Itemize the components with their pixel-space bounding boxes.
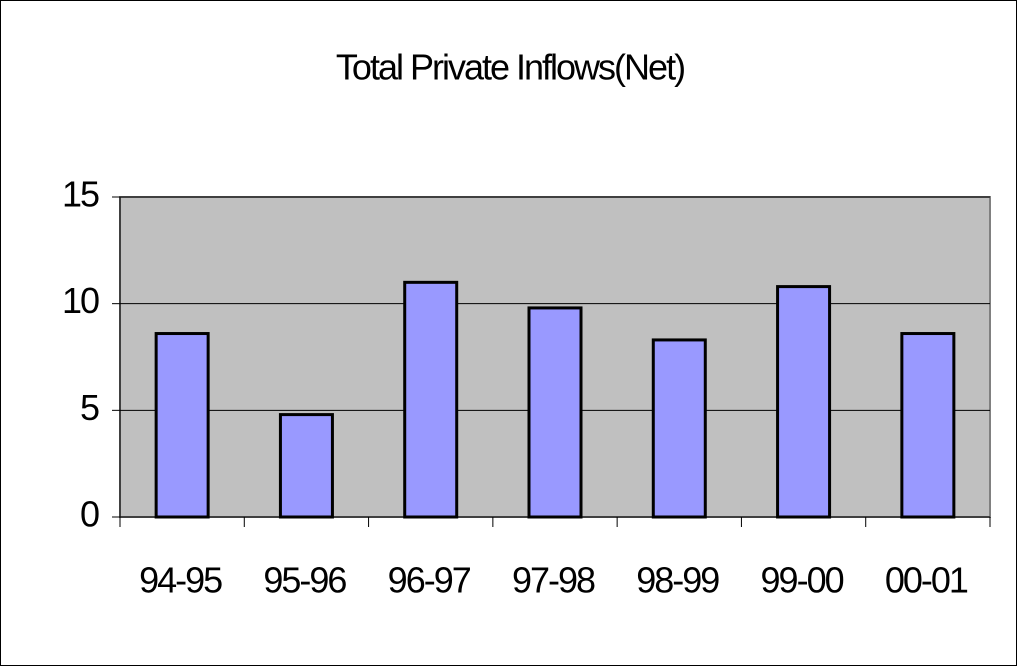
- x-tick-label: 95-96: [263, 560, 346, 601]
- chart-title: Total Private Inflows(Net): [336, 47, 684, 88]
- bar: [900, 332, 956, 519]
- bar: [278, 413, 334, 519]
- bar: [776, 285, 832, 519]
- bar: [651, 338, 707, 519]
- y-tick-label: 5: [80, 387, 99, 428]
- x-tick-label: 98-99: [636, 560, 719, 601]
- bar: [403, 280, 459, 519]
- x-tick-label: 94-95: [139, 560, 222, 601]
- x-tick-label: 99-00: [761, 560, 844, 601]
- x-tick-label: 00-01: [885, 560, 968, 601]
- x-tick-label: 97-98: [512, 560, 595, 601]
- y-tick-label: 15: [62, 174, 99, 215]
- x-tick-label: 96-97: [388, 560, 471, 601]
- bar: [527, 306, 583, 519]
- y-tick-label: 0: [80, 494, 99, 535]
- y-tick-label: 10: [62, 280, 99, 321]
- bar: [154, 332, 210, 519]
